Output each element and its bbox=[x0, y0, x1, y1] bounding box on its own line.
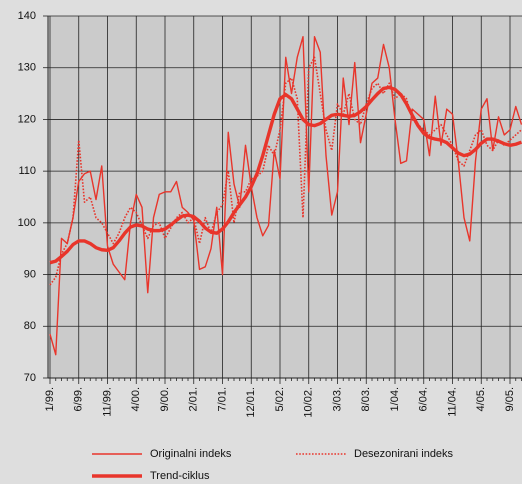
x-tick-label: 8/03. bbox=[360, 387, 372, 411]
series-line bbox=[49, 56, 522, 286]
series-line bbox=[49, 35, 522, 356]
x-tick-label: 9/05. bbox=[504, 387, 516, 411]
legend-label: Originalni indeks bbox=[150, 448, 232, 460]
y-tick-label: 140 bbox=[18, 10, 36, 22]
x-tick-label: 11/99. bbox=[101, 387, 113, 417]
legend-label: Trend-ciklus bbox=[150, 470, 210, 482]
series-line bbox=[49, 85, 522, 265]
x-tick-label: 7/01. bbox=[216, 387, 228, 411]
y-tick-label: 120 bbox=[18, 113, 36, 125]
x-tick-label: 5/02. bbox=[274, 387, 286, 411]
y-tick-label: 110 bbox=[18, 165, 36, 177]
y-tick-label: 80 bbox=[24, 320, 36, 332]
x-tick-label: 12/01. bbox=[245, 387, 257, 418]
legend-label: Desezonirani indeks bbox=[354, 448, 454, 460]
x-tick-label: 4/00. bbox=[130, 387, 142, 411]
x-tick-label: 6/99. bbox=[73, 387, 85, 411]
x-tick-label: 6/04. bbox=[418, 387, 430, 411]
y-tick-label: 90 bbox=[24, 268, 36, 280]
y-tick-label: 70 bbox=[24, 372, 36, 384]
x-tick-label: 4/05. bbox=[475, 387, 487, 411]
x-tick-label: 1/99. bbox=[44, 387, 56, 411]
x-tick-label: 9/00. bbox=[159, 387, 171, 411]
x-tick-label: 11/04. bbox=[446, 387, 458, 417]
y-tick-label: 100 bbox=[18, 217, 36, 229]
x-tick-label: 2/01. bbox=[188, 387, 200, 411]
y-tick-label: 130 bbox=[18, 62, 36, 74]
x-tick-label: 3/03. bbox=[331, 387, 343, 411]
x-tick-label: 10/02. bbox=[303, 387, 315, 418]
x-tick-label: 1/04. bbox=[389, 387, 401, 411]
